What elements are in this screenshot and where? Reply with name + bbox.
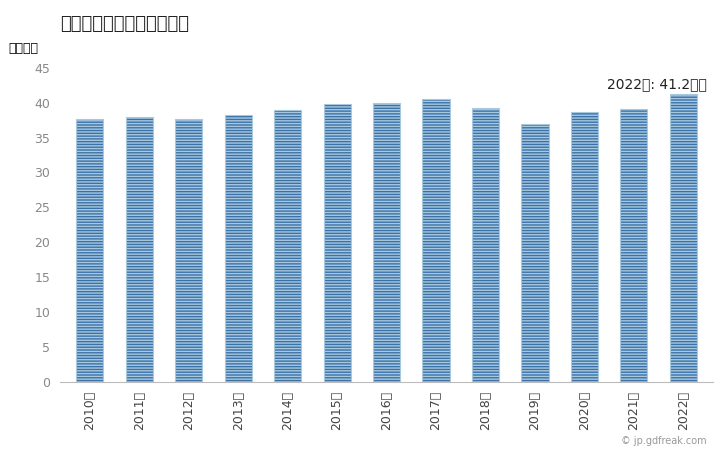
Bar <box>620 109 647 382</box>
Bar <box>422 99 450 382</box>
Text: ［万円］: ［万円］ <box>8 42 38 55</box>
Bar <box>472 108 499 382</box>
Text: © jp.gdfreak.com: © jp.gdfreak.com <box>620 436 706 446</box>
Bar <box>76 119 103 382</box>
Bar <box>571 112 598 382</box>
Bar <box>521 124 548 382</box>
Bar <box>373 103 400 382</box>
Bar <box>670 94 697 382</box>
Text: 一般労働者の現金給与総額: 一般労働者の現金給与総額 <box>60 15 189 33</box>
Bar <box>274 110 301 382</box>
Bar <box>323 104 351 382</box>
Text: 2022年: 41.2万円: 2022年: 41.2万円 <box>606 77 706 91</box>
Bar <box>175 119 202 382</box>
Bar <box>225 115 252 382</box>
Bar <box>126 117 153 382</box>
